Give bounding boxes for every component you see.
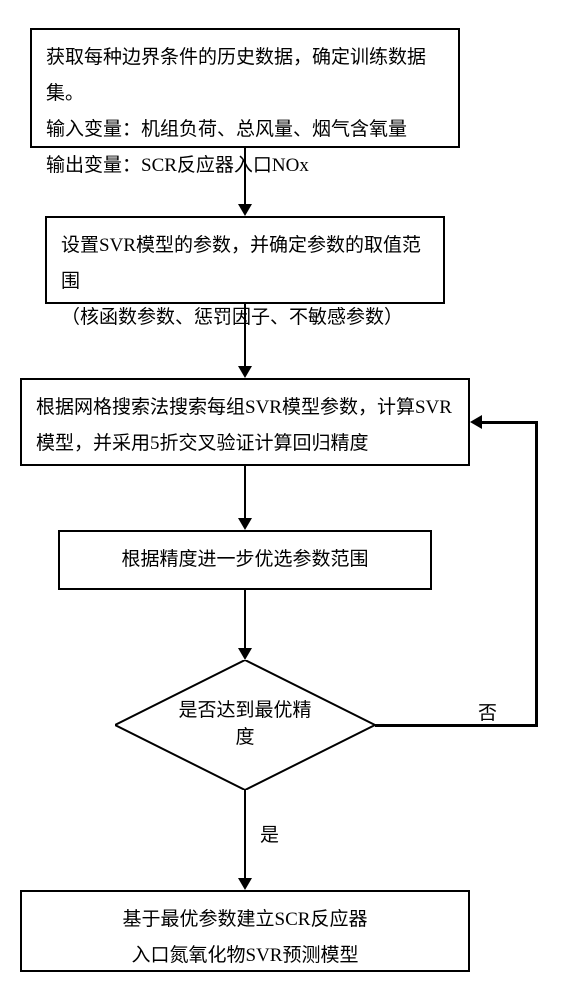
arrow-head-icon (238, 204, 252, 216)
arrow-head-icon (238, 648, 252, 660)
decision-label: 是否达到最优精 度 (178, 698, 311, 751)
arrow-head-icon (238, 366, 252, 378)
node-decision: 是否达到最优精 度 (115, 660, 375, 790)
edge-no (375, 724, 538, 727)
arrow-head-icon (238, 878, 252, 890)
edge-no (535, 421, 538, 727)
node-input-output: 获取每种边界条件的历史数据，确定训练数据集。 输入变量：机组负荷、总风量、烟气含… (30, 28, 460, 148)
node-text: 输入变量：机组负荷、总风量、烟气含氧量 (46, 112, 444, 148)
node-grid-search: 根据网格搜索法搜索每组SVR模型参数，计算SVR 模型，并采用5折交叉验证计算回… (20, 378, 470, 466)
node-text: 根据网格搜索法搜索每组SVR模型参数，计算SVR (36, 390, 454, 426)
node-text: 是否达到最优精 (178, 700, 311, 721)
edge (244, 590, 246, 648)
node-refine-range: 根据精度进一步优选参数范围 (58, 530, 432, 590)
node-set-params: 设置SVR模型的参数，并确定参数的取值范围 （核函数参数、惩罚因子、不敏感参数） (45, 216, 445, 304)
edge-no (482, 421, 538, 424)
arrow-head-icon (238, 518, 252, 530)
edge-yes (244, 790, 246, 878)
arrow-head-icon (470, 415, 482, 429)
node-text: 根据精度进一步优选参数范围 (121, 542, 368, 578)
edge-label-yes: 是 (260, 820, 279, 847)
edge-label-no: 否 (478, 698, 497, 725)
edge (244, 304, 246, 366)
node-text: 度 (235, 727, 254, 748)
node-text: 模型，并采用5折交叉验证计算回归精度 (36, 426, 454, 462)
node-text: 设置SVR模型的参数，并确定参数的取值范围 (61, 228, 429, 300)
node-text: 入口氮氧化物SVR预测模型 (36, 938, 454, 974)
edge (244, 148, 246, 204)
node-text: 基于最优参数建立SCR反应器 (36, 902, 454, 938)
node-build-model: 基于最优参数建立SCR反应器 入口氮氧化物SVR预测模型 (20, 890, 470, 972)
edge (244, 466, 246, 518)
node-text: 获取每种边界条件的历史数据，确定训练数据集。 (46, 40, 444, 112)
